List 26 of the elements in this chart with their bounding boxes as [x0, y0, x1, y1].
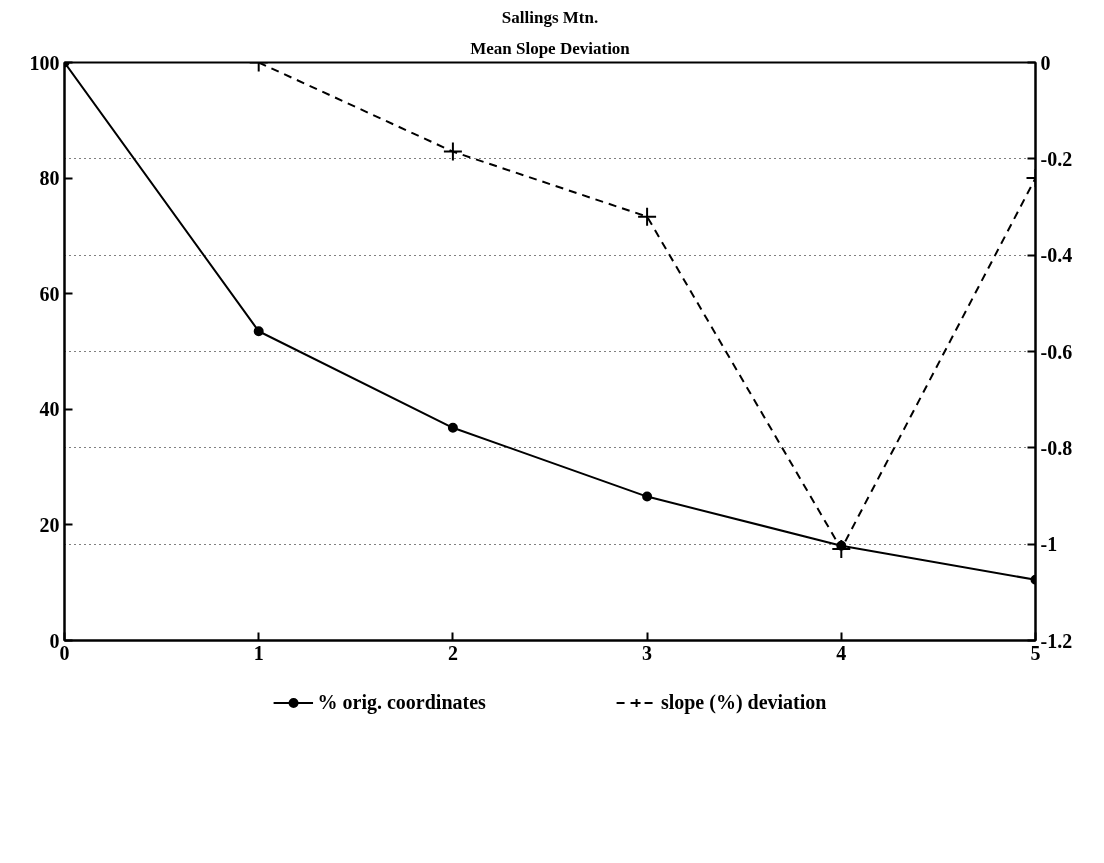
point	[642, 491, 653, 502]
point	[442, 141, 463, 162]
y-tick-label: 60	[39, 282, 60, 305]
x-tick-label: 4	[836, 641, 847, 664]
y2-tick-label: 0	[1040, 51, 1051, 74]
y2-tick-label: -0.6	[1040, 340, 1073, 363]
y2-tick-label: -1.2	[1040, 629, 1073, 652]
y-tick-label: 80	[39, 167, 60, 190]
point	[447, 422, 458, 433]
y-tick-label: 100	[29, 51, 60, 74]
chart-subtitle: Mean Slope Deviation	[470, 38, 631, 58]
point	[253, 326, 264, 337]
chart-title: Sallings Mtn.	[501, 7, 599, 27]
y-tick-label: 40	[39, 398, 60, 421]
point	[637, 206, 658, 227]
y2-tick-label: -0.4	[1040, 244, 1073, 267]
y2-tick-label: -1	[1040, 533, 1058, 556]
x-tick-label: 1	[253, 641, 264, 664]
y2-tick-label: -0.2	[1040, 147, 1073, 170]
x-tick-label: 2	[447, 641, 458, 664]
x-tick-label: 3	[642, 641, 653, 664]
y2-tick-label: -0.8	[1040, 436, 1073, 459]
x-tick-label: 5	[1030, 641, 1041, 664]
legend-label: % orig. coordinates	[317, 690, 486, 714]
legend-label: slope (%) deviation	[660, 690, 827, 714]
y-tick-label: 20	[39, 513, 60, 536]
